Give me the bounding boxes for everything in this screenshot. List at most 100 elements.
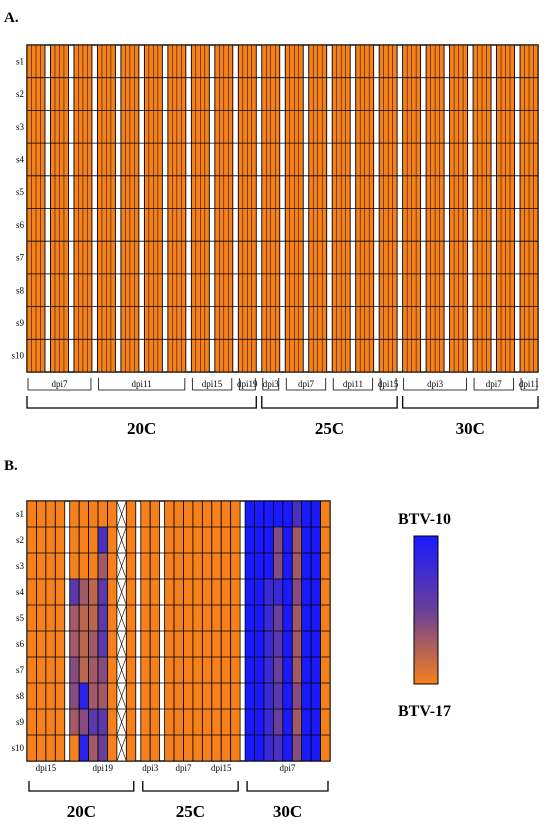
panel-b-cell bbox=[140, 631, 151, 657]
row-label-s2: s2 bbox=[16, 89, 24, 99]
panel-a-column bbox=[449, 44, 469, 373]
panel-b-cell bbox=[273, 657, 283, 683]
panel-b-cell bbox=[164, 735, 175, 761]
row-label-s1: s1 bbox=[16, 509, 24, 519]
panel-b-cell bbox=[69, 709, 80, 735]
row-label-s2: s2 bbox=[16, 535, 24, 545]
dpi-bracket bbox=[332, 378, 374, 391]
panel-b-cell bbox=[211, 527, 222, 553]
row-label-s8: s8 bbox=[16, 691, 25, 701]
panel-b-cell bbox=[27, 527, 37, 553]
dpi-label: dpi7 bbox=[298, 379, 315, 389]
panel-b-cell bbox=[273, 631, 283, 657]
panel-b-cell bbox=[107, 657, 117, 683]
panel-b-cell bbox=[27, 631, 37, 657]
panel-b-cell bbox=[292, 631, 302, 657]
panel-b-cell bbox=[254, 527, 264, 553]
row-label-s5: s5 bbox=[16, 187, 25, 197]
panel-b-cell bbox=[45, 501, 56, 527]
dpi-label: dpi7 bbox=[175, 763, 192, 773]
panel-b-cell bbox=[27, 553, 37, 579]
panel-b-missing-cross bbox=[116, 526, 127, 554]
panel-b-cell bbox=[211, 605, 222, 631]
panel-b-cell bbox=[320, 657, 330, 683]
panel-b-cell bbox=[174, 735, 184, 761]
panel-b-cell bbox=[36, 683, 46, 709]
panel-b-missing-cross bbox=[116, 708, 127, 736]
panel-b-cell bbox=[311, 553, 321, 579]
panel-b-cell bbox=[254, 501, 264, 527]
panel-b-cell bbox=[36, 553, 46, 579]
panel-b-cell bbox=[55, 527, 65, 553]
panel-b-cell bbox=[245, 605, 255, 631]
panel-b-cell bbox=[140, 527, 151, 553]
panel-b-missing-cross bbox=[116, 578, 127, 606]
panel-a-column bbox=[331, 44, 351, 373]
panel-b-cell bbox=[140, 735, 151, 761]
panel-b-cell bbox=[301, 735, 312, 761]
panel-b-cell bbox=[79, 501, 89, 527]
panel-b-cell bbox=[36, 657, 46, 683]
panel-b-cell bbox=[140, 657, 151, 683]
row-label-s7: s7 bbox=[16, 253, 25, 263]
panel-b-cell bbox=[36, 735, 46, 761]
panel-b-cell bbox=[301, 631, 312, 657]
panel-b-cell bbox=[254, 579, 264, 605]
panel-a-column bbox=[519, 44, 539, 373]
panel-b-cell bbox=[79, 579, 89, 605]
panel-b-cell bbox=[55, 709, 65, 735]
panel-b-cell bbox=[98, 709, 108, 735]
panel-b-cell bbox=[192, 683, 203, 709]
panel-b-cell bbox=[107, 631, 117, 657]
panel-b-cell bbox=[88, 527, 99, 553]
panel-b-cell bbox=[245, 527, 255, 553]
panel-b-cell bbox=[211, 657, 222, 683]
temperature-label-20C: 20C bbox=[67, 802, 96, 821]
panel-b-cell bbox=[311, 501, 321, 527]
panel-b-cell bbox=[221, 605, 231, 631]
panel-b-cell bbox=[150, 501, 160, 527]
panel-b-cell bbox=[301, 501, 312, 527]
panel-b-cell bbox=[245, 709, 255, 735]
legend-color-bar bbox=[413, 535, 439, 685]
panel-b-cell bbox=[150, 657, 160, 683]
color-legend: BTV-10 BTV-17 bbox=[398, 511, 451, 720]
panel-b-cell bbox=[98, 553, 108, 579]
panel-b-missing-cross bbox=[116, 604, 127, 632]
panel-b-cell bbox=[55, 735, 65, 761]
panel-b-cell bbox=[245, 501, 255, 527]
row-label-s8: s8 bbox=[16, 285, 25, 295]
dpi-label: dpi11 bbox=[519, 379, 539, 389]
panel-b-cell bbox=[140, 709, 151, 735]
dpi-label: dpi19 bbox=[237, 379, 258, 389]
panel-b-cell bbox=[292, 501, 302, 527]
panel-b-cell bbox=[202, 553, 212, 579]
panel-b-cell bbox=[45, 735, 56, 761]
panel-b-cell bbox=[292, 553, 302, 579]
panel-b-missing-cross bbox=[116, 630, 127, 658]
panel-b-cell bbox=[174, 527, 184, 553]
dpi-label: dpi15 bbox=[378, 379, 399, 389]
dpi-bracket bbox=[27, 378, 92, 391]
panel-b-cell bbox=[192, 501, 203, 527]
panel-b-cell bbox=[311, 657, 321, 683]
panel-b-cell bbox=[98, 683, 108, 709]
panel-b-cell bbox=[150, 579, 160, 605]
dpi-label: dpi7 bbox=[486, 379, 503, 389]
panel-b-cell bbox=[211, 709, 222, 735]
panel-b-column bbox=[36, 500, 47, 762]
panel-b-cell bbox=[254, 735, 264, 761]
panel-b-cell bbox=[79, 553, 89, 579]
panel-b-cell bbox=[292, 709, 302, 735]
panel-a-column bbox=[214, 44, 234, 373]
panel-b-cell bbox=[263, 605, 274, 631]
panel-b-cell bbox=[311, 605, 321, 631]
panel-b-missing-cross bbox=[116, 734, 127, 762]
panel-b-cell bbox=[230, 683, 241, 709]
panel-b-cell bbox=[164, 631, 175, 657]
dpi-bracket bbox=[238, 378, 256, 391]
panel-b-cell bbox=[55, 501, 65, 527]
panel-b-cell bbox=[301, 605, 312, 631]
temperature-bracket bbox=[246, 781, 329, 792]
panel-b-cell bbox=[45, 683, 56, 709]
